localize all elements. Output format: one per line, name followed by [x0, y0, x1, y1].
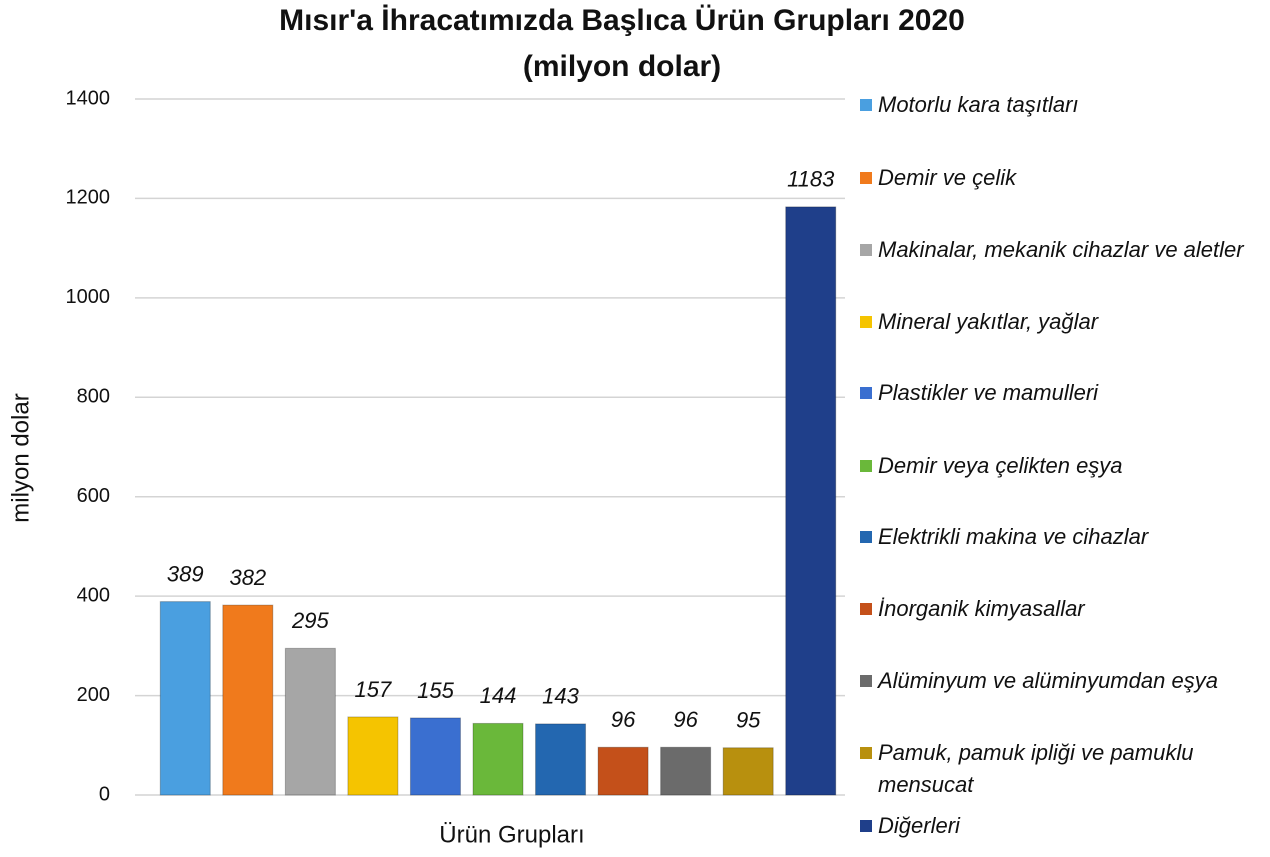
value-label: 96 [611, 707, 636, 732]
legend-item: Alüminyum ve alüminyumdan eşya [860, 665, 1250, 697]
legend-item: Motorlu kara taşıtları [860, 89, 1250, 121]
legend-label: Demir veya çelikten eşya [878, 453, 1123, 478]
legend-item: Pamuk, pamuk ipliği ve pamuklu mensucat [860, 737, 1250, 801]
legend-item: Elektrikli makina ve cihazlar [860, 521, 1250, 553]
legend-label: Alüminyum ve alüminyumdan eşya [878, 668, 1218, 693]
y-tick-label: 600 [77, 485, 110, 507]
y-tick-label: 0 [99, 783, 110, 805]
bar [472, 722, 524, 796]
legend-label: Makinalar, mekanik cihazlar ve aletler [878, 237, 1244, 262]
legend-label: İnorganik kimyasallar [878, 596, 1085, 621]
value-label: 382 [229, 565, 266, 590]
value-label: 389 [167, 561, 204, 586]
legend-item: Demir ve çelik [860, 162, 1250, 194]
value-label: 155 [417, 678, 454, 703]
legend-swatch [860, 99, 872, 111]
legend-label: Plastikler ve mamulleri [878, 380, 1099, 405]
legend-swatch [860, 675, 872, 687]
bar [535, 723, 587, 796]
y-tick-label: 1400 [66, 87, 111, 109]
bar [222, 604, 274, 796]
value-label: 144 [480, 683, 517, 708]
x-axis-label: Ürün Grupları [439, 821, 584, 848]
legend-label: Elektrikli makina ve cihazlar [878, 524, 1149, 549]
legend-swatch [860, 820, 872, 832]
y-tick-label: 200 [77, 684, 110, 706]
bar [660, 746, 712, 796]
legend-item: İnorganik kimyasallar [860, 593, 1250, 625]
legend-swatch [860, 244, 872, 256]
bar [284, 647, 336, 796]
legend-label: Pamuk, pamuk ipliği ve pamuklu mensucat [878, 740, 1194, 797]
y-tick-label: 800 [77, 386, 110, 408]
value-label: 295 [291, 608, 329, 633]
legend-swatch [860, 172, 872, 184]
value-label: 143 [542, 684, 579, 709]
legend-swatch [860, 316, 872, 328]
value-label: 157 [355, 677, 392, 702]
bar [597, 746, 649, 796]
y-tick-label: 400 [77, 584, 110, 606]
legend-item: Diğerleri [860, 810, 1250, 842]
legend-swatch [860, 387, 872, 399]
legend-swatch [860, 531, 872, 543]
y-tick-label: 1200 [66, 187, 111, 209]
legend-item: Makinalar, mekanik cihazlar ve aletler [860, 234, 1250, 266]
bar [722, 747, 774, 796]
bar [785, 206, 837, 796]
legend-label: Mineral yakıtlar, yağlar [878, 309, 1099, 334]
legend-item: Mineral yakıtlar, yağlar [860, 306, 1250, 338]
y-tick-label: 1000 [66, 286, 111, 308]
bar [159, 601, 211, 796]
legend-swatch [860, 460, 872, 472]
legend-label: Demir ve çelik [878, 165, 1017, 190]
chart-title: Mısır'a İhracatımızda Başlıca Ürün Grupl… [279, 4, 965, 37]
legend-label: Diğerleri [878, 813, 960, 838]
value-label: 95 [736, 708, 761, 733]
legend-item: Demir veya çelikten eşya [860, 450, 1250, 482]
y-axis-label: milyon dolar [7, 393, 34, 522]
legend-item: Plastikler ve mamulleri [860, 377, 1250, 409]
legend-label: Motorlu kara taşıtları [878, 92, 1079, 117]
legend-swatch [860, 747, 872, 759]
bar [409, 717, 461, 796]
legend-swatch [860, 603, 872, 615]
bar [347, 716, 399, 796]
value-label: 96 [673, 707, 698, 732]
chart-subtitle: (milyon dolar) [523, 50, 721, 83]
value-label: 1183 [787, 167, 835, 192]
